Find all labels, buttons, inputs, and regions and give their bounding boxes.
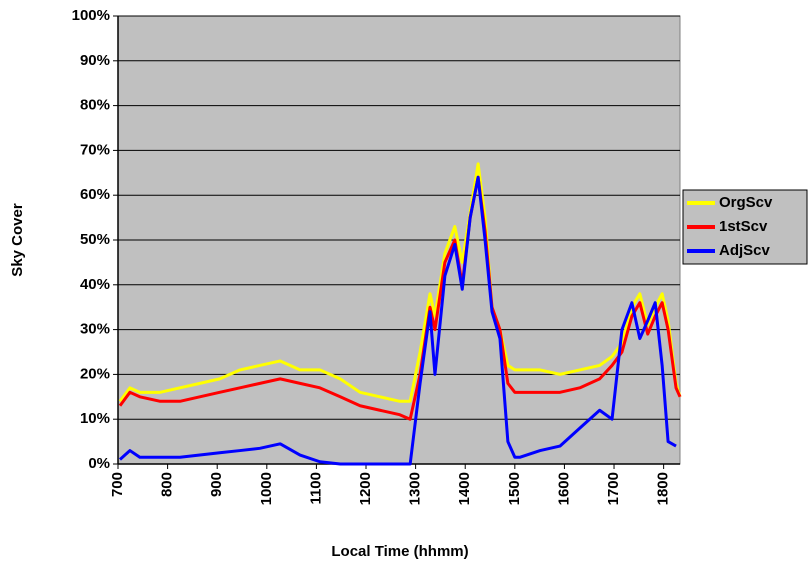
x-tick-label: 800 bbox=[159, 472, 176, 497]
series-line bbox=[118, 162, 682, 403]
legend-label: AdjScv bbox=[719, 242, 771, 259]
y-tick-label: 60% bbox=[80, 186, 110, 203]
y-tick-label: 20% bbox=[80, 365, 110, 382]
series-line bbox=[118, 175, 677, 466]
y-tick-label: 70% bbox=[80, 141, 110, 158]
y-tick-label: 30% bbox=[80, 321, 110, 338]
x-axis-label: Local Time (hhmm) bbox=[331, 543, 468, 560]
x-tick-label: 900 bbox=[208, 472, 225, 497]
y-tick-label: 0% bbox=[88, 455, 110, 472]
y-tick-label: 10% bbox=[80, 410, 110, 427]
x-tick-label: 1600 bbox=[555, 472, 572, 505]
x-tick-label: 1100 bbox=[307, 472, 324, 505]
x-tick-label: 1500 bbox=[506, 472, 523, 505]
y-tick-label: 40% bbox=[80, 276, 110, 293]
y-tick-label: 50% bbox=[80, 231, 110, 248]
x-tick-label: 700 bbox=[109, 472, 126, 497]
y-tick-label: 80% bbox=[80, 97, 110, 114]
x-tick-label: 1800 bbox=[655, 472, 672, 505]
y-tick-label: 90% bbox=[80, 52, 110, 69]
y-axis-label: Sky Cover bbox=[9, 203, 26, 277]
x-tick-label: 1700 bbox=[605, 472, 622, 505]
legend-label: 1stScv bbox=[719, 218, 768, 235]
x-tick-label: 1200 bbox=[357, 472, 374, 505]
x-tick-label: 1300 bbox=[407, 472, 424, 505]
x-tick-label: 1000 bbox=[258, 472, 275, 505]
legend-label: OrgScv bbox=[719, 194, 773, 211]
x-tick-label: 1400 bbox=[456, 472, 473, 505]
y-tick-label: 100% bbox=[72, 7, 110, 24]
